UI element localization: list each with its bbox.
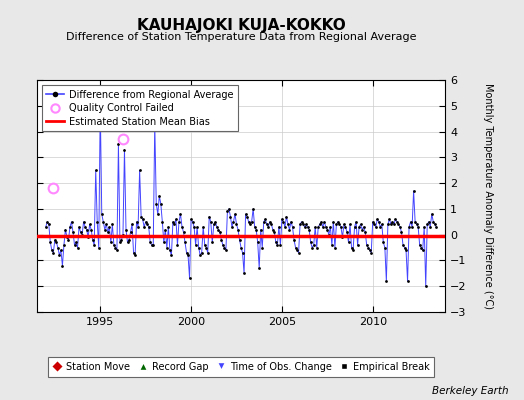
Text: Berkeley Earth: Berkeley Earth <box>432 386 508 396</box>
Text: Difference of Station Temperature Data from Regional Average: Difference of Station Temperature Data f… <box>66 32 416 42</box>
Text: KAUHAJOKI KUJA-KOKKO: KAUHAJOKI KUJA-KOKKO <box>137 18 345 33</box>
Y-axis label: Monthly Temperature Anomaly Difference (°C): Monthly Temperature Anomaly Difference (… <box>484 83 494 309</box>
Legend: Station Move, Record Gap, Time of Obs. Change, Empirical Break: Station Move, Record Gap, Time of Obs. C… <box>48 357 434 377</box>
